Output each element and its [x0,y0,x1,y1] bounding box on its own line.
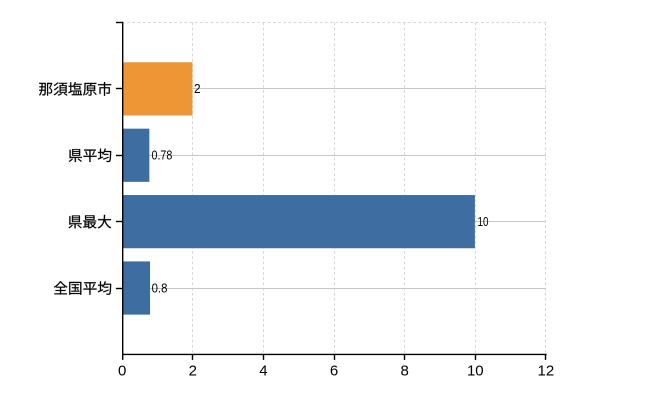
svg-text:12: 12 [538,363,555,380]
svg-text:6: 6 [330,363,338,380]
svg-text:10: 10 [478,214,489,229]
svg-text:0.78: 0.78 [152,148,173,163]
svg-text:4: 4 [259,363,267,380]
svg-text:0.8: 0.8 [152,280,168,295]
svg-text:2: 2 [194,81,201,96]
svg-text:8: 8 [401,363,409,380]
svg-text:10: 10 [467,363,484,380]
svg-text:2: 2 [189,363,197,380]
svg-text:0: 0 [118,363,126,380]
